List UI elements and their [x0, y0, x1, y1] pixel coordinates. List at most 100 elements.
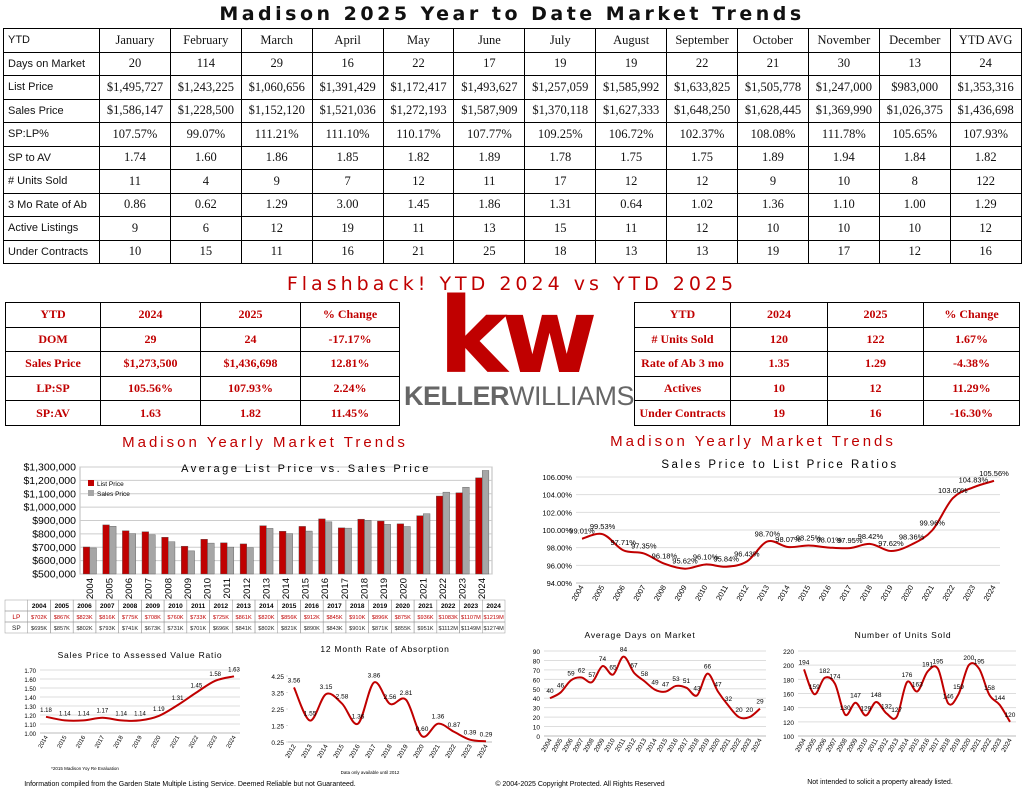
cell: 12	[595, 169, 668, 194]
x-tick-label: 2013	[300, 743, 313, 759]
table-year: 2022	[441, 603, 456, 610]
data-label: 120	[1005, 712, 1016, 719]
cell: 0.62	[169, 192, 242, 217]
y-tick-label: 50	[533, 687, 541, 694]
cell: 109.25%	[524, 122, 597, 147]
bar	[181, 545, 189, 575]
row-label: Sales Price	[3, 98, 100, 123]
x-tick-label: 2019	[132, 734, 144, 749]
y-tick-label: 120	[783, 720, 794, 727]
bar	[442, 491, 450, 575]
table-year: 2011	[191, 603, 205, 610]
y-tick-label: 40	[533, 696, 541, 703]
data-label: 163	[912, 681, 923, 688]
row: Sales Price $1,586,147 $1,228,500 $1,152,12…	[3, 98, 1022, 123]
y-tick-label: 70	[533, 668, 541, 675]
table-value: $673K	[145, 626, 161, 632]
cell: $1,505,778	[737, 75, 809, 100]
bar	[423, 513, 431, 575]
y-tick-label: 1.20	[24, 714, 36, 720]
data-label: 43	[693, 685, 701, 692]
cell: 11.45%	[300, 400, 400, 426]
bar	[462, 486, 470, 575]
table-value: $856K	[281, 615, 297, 621]
cell: 21	[737, 51, 809, 76]
x-tick-label: 2019	[396, 743, 409, 759]
cell: 16	[311, 239, 384, 264]
header-cell: YTD	[3, 28, 100, 53]
table-body: YTD 2024 2025% Change # Units Sold 120 122 1.6…	[634, 302, 1020, 426]
cell: 2.24%	[300, 375, 400, 402]
x-tick-label: 2024	[750, 737, 763, 753]
row-label: Under Contracts	[634, 400, 731, 426]
y-tick-label: 200	[783, 663, 794, 670]
cell: 0.64	[595, 192, 668, 217]
bar	[109, 526, 117, 575]
header-cell: February	[169, 28, 242, 53]
table-value: $1107M	[461, 615, 481, 621]
y-tick-label: 98.00%	[547, 544, 573, 553]
cell: -16.30%	[923, 400, 1020, 426]
table-value: $708K	[145, 615, 161, 621]
bar	[344, 527, 352, 575]
cell: 15	[169, 239, 242, 264]
data-label: 0.29	[480, 731, 493, 738]
data-label: 74	[599, 656, 607, 663]
data-label: 127	[891, 707, 902, 714]
table-value: $871K	[372, 626, 388, 632]
x-tick-label: 2017	[340, 578, 351, 599]
cell: 12	[949, 216, 1022, 241]
row-label: Days on Market	[3, 51, 100, 76]
chart-note: Data only available until 2012	[341, 770, 400, 775]
table-row-label: LP	[12, 614, 20, 621]
chart-title: Number of Units Sold	[855, 630, 952, 640]
x-tick-label: 2015	[301, 578, 312, 599]
cell: 24	[200, 326, 301, 353]
data-label: 47	[714, 682, 722, 689]
header-cell: November	[807, 28, 880, 53]
table-body: YTD January February March April May June July A…	[3, 28, 1022, 264]
table-value: $821K	[281, 626, 297, 632]
data-label: 51	[683, 678, 691, 685]
bar	[89, 547, 97, 575]
table-year: 2004	[32, 603, 47, 610]
row-label: Sales Price	[5, 351, 101, 377]
cell: 25	[453, 239, 526, 264]
data-label: 57	[588, 672, 596, 679]
cell: $1,257,059	[524, 75, 597, 100]
cell: 1.75	[666, 145, 739, 170]
y-tick-label: 1.70	[24, 669, 36, 675]
cell: $1,247,000	[807, 75, 880, 100]
x-tick-label: 2024	[1000, 737, 1013, 753]
cell: 7	[311, 169, 384, 194]
logo-mark: kw	[438, 275, 597, 397]
header-cell: 2025	[827, 302, 924, 328]
cell: 99.07%	[169, 122, 242, 147]
table-year: 2017	[327, 603, 342, 610]
y-tick-label: $800,000	[32, 528, 76, 540]
data-label: 132	[881, 703, 892, 710]
data-label: 98.25%	[796, 533, 822, 542]
header-cell: August	[595, 28, 668, 53]
x-tick-label: 2005	[590, 584, 606, 603]
table-cell	[4, 599, 28, 612]
y-tick-label: 4.25	[271, 674, 284, 681]
data-label: 98.07%	[775, 535, 801, 544]
y-tick-label: 94.00%	[547, 579, 573, 588]
cell: 17	[807, 239, 880, 264]
cell: 16	[827, 400, 924, 426]
cell: 12	[827, 375, 924, 402]
table-value: $875K	[395, 615, 411, 621]
x-tick-label: 2022	[940, 584, 956, 603]
data-label: 20	[746, 707, 754, 714]
table-year: 2012	[214, 603, 229, 610]
data-label: 1.18	[40, 708, 52, 714]
cell: 110.17%	[382, 122, 455, 147]
row-label: SP:AV	[5, 400, 101, 426]
data-line	[581, 479, 995, 570]
cell: 19	[737, 239, 809, 264]
y-tick-label: 1.50	[24, 687, 36, 693]
x-tick-label: 2015	[57, 734, 69, 749]
row-label: # Units Sold	[634, 326, 731, 353]
header-cell: % Change	[300, 302, 400, 328]
